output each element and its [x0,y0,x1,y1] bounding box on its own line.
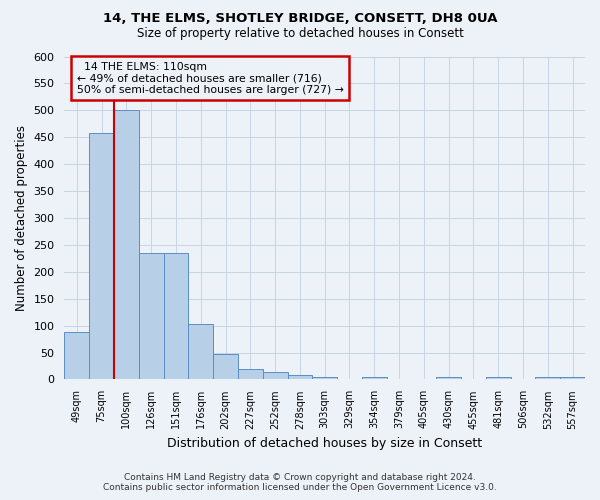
Bar [263,372,287,380]
Bar [89,134,114,380]
Bar [164,253,188,380]
Bar [64,332,89,380]
Bar [114,110,139,380]
Bar [139,253,164,380]
Bar [213,354,238,380]
Bar [313,377,337,380]
Bar [535,378,560,380]
Bar [188,324,213,380]
Bar [238,368,263,380]
Y-axis label: Number of detached properties: Number of detached properties [15,125,28,311]
Bar [560,378,585,380]
Text: 14, THE ELMS, SHOTLEY BRIDGE, CONSETT, DH8 0UA: 14, THE ELMS, SHOTLEY BRIDGE, CONSETT, D… [103,12,497,26]
Text: Size of property relative to detached houses in Consett: Size of property relative to detached ho… [137,28,463,40]
Bar [287,374,313,380]
Bar [486,378,511,380]
Bar [436,378,461,380]
Text: 14 THE ELMS: 110sqm  
← 49% of detached houses are smaller (716)
50% of semi-det: 14 THE ELMS: 110sqm ← 49% of detached ho… [77,62,344,95]
X-axis label: Distribution of detached houses by size in Consett: Distribution of detached houses by size … [167,437,482,450]
Text: Contains HM Land Registry data © Crown copyright and database right 2024.
Contai: Contains HM Land Registry data © Crown c… [103,473,497,492]
Bar [362,377,386,380]
